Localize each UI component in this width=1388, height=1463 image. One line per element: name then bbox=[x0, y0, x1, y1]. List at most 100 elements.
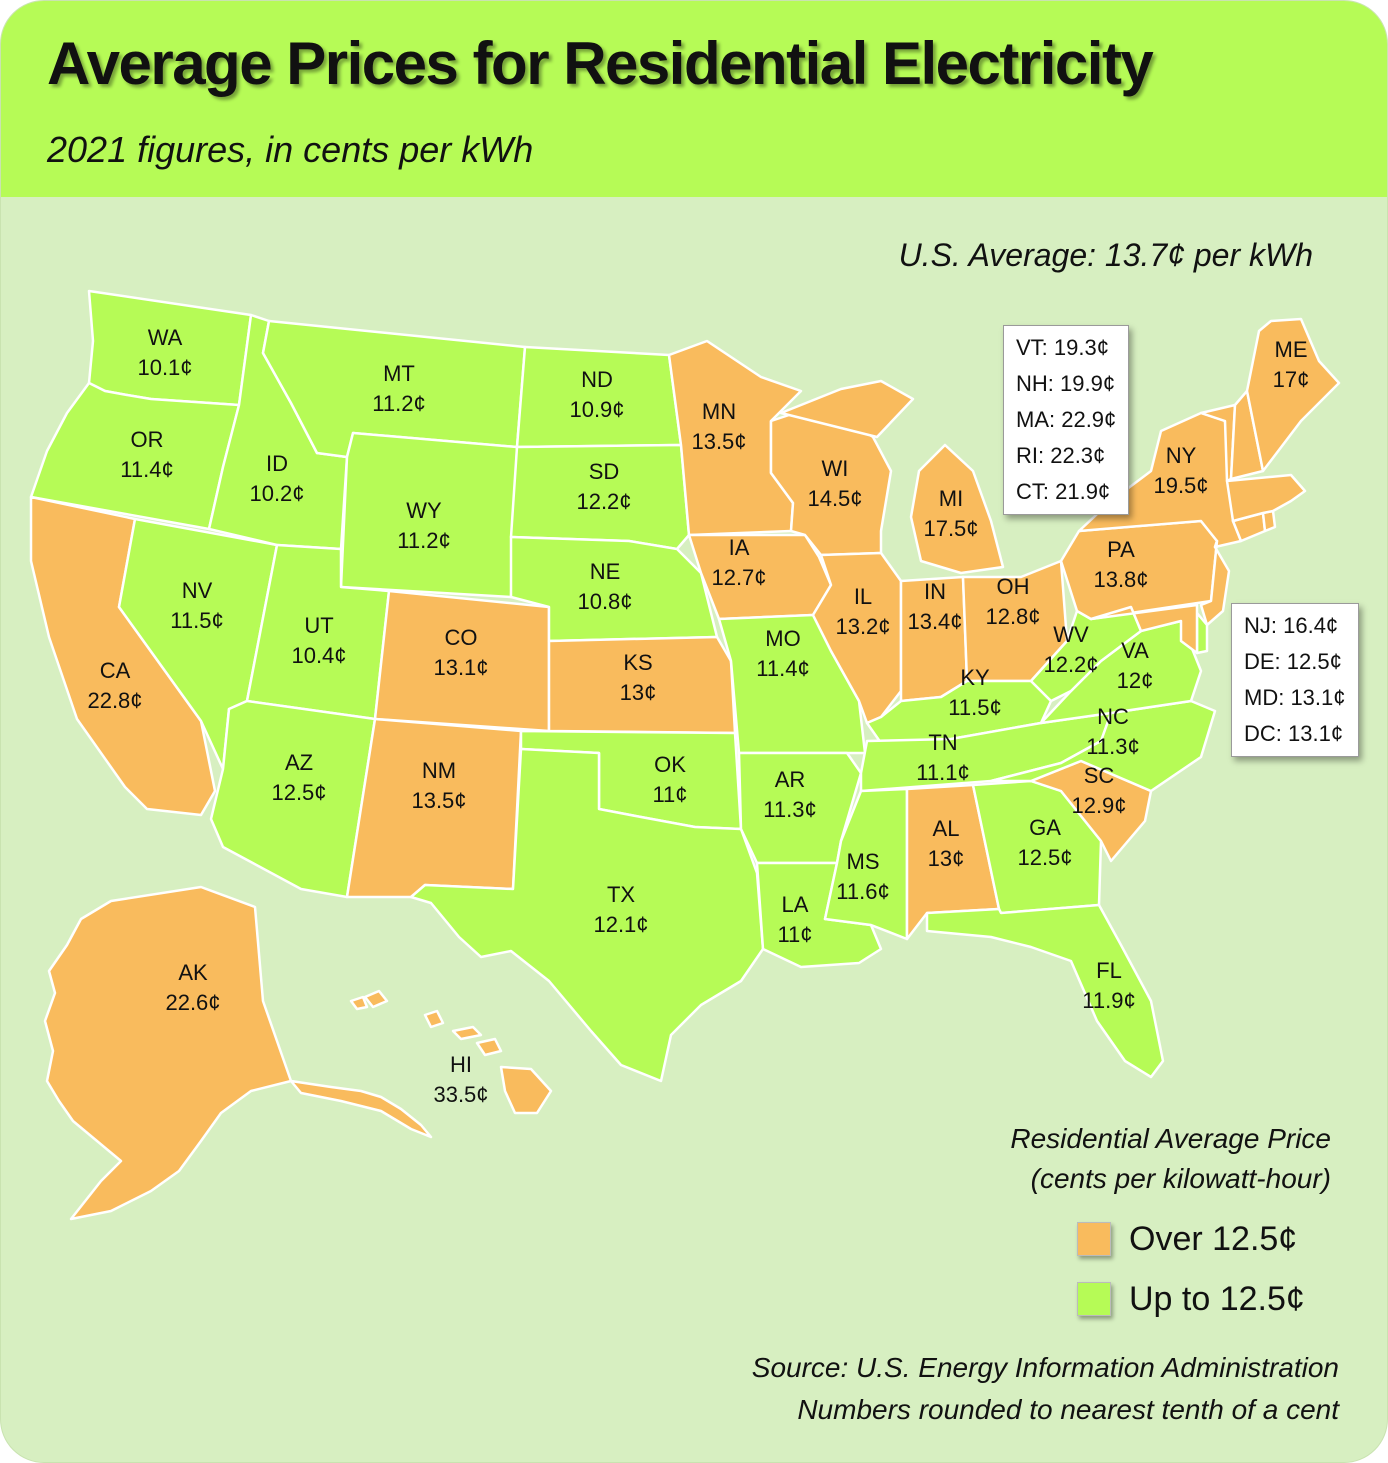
legend-title-line2: (cents per kilowatt-hour) bbox=[1030, 1163, 1331, 1194]
label-abbr-ut: UT bbox=[304, 613, 333, 638]
label-price-ut: 10.4¢ bbox=[291, 643, 346, 668]
label-price-ky: 11.5¢ bbox=[948, 695, 1001, 720]
label-abbr-wa: WA bbox=[148, 325, 183, 350]
label-abbr-tn: TN bbox=[928, 730, 957, 755]
label-abbr-hi: HI bbox=[450, 1052, 472, 1077]
label-abbr-in: IN bbox=[924, 579, 946, 604]
label-abbr-wy: WY bbox=[406, 498, 442, 523]
source-line1: Source: U.S. Energy Information Administ… bbox=[751, 1352, 1339, 1383]
label-price-mn: 13.5¢ bbox=[691, 429, 746, 454]
label-price-ak: 22.6¢ bbox=[165, 990, 220, 1015]
label-price-ks: 13¢ bbox=[620, 680, 657, 705]
legend-swatch-over bbox=[1077, 1222, 1111, 1256]
state-WY bbox=[339, 431, 519, 599]
label-price-ms: 11.6¢ bbox=[836, 879, 889, 904]
label-price-wa: 10.1¢ bbox=[137, 355, 192, 380]
label-abbr-fl: FL bbox=[1096, 958, 1122, 983]
legend-swatch-upto bbox=[1077, 1282, 1111, 1316]
label-abbr-ca: CA bbox=[100, 658, 131, 683]
label-price-fl: 11.9¢ bbox=[1082, 988, 1135, 1013]
label-abbr-ok: OK bbox=[654, 752, 686, 777]
label-price-id: 10.2¢ bbox=[249, 481, 304, 506]
legend-item-over: Over 12.5¢ bbox=[1077, 1219, 1297, 1259]
label-abbr-pa: PA bbox=[1107, 537, 1135, 562]
label-price-la: 11¢ bbox=[777, 922, 812, 947]
label-abbr-nd: ND bbox=[581, 367, 613, 392]
legend-item-upto: Up to 12.5¢ bbox=[1077, 1279, 1305, 1319]
state-NC bbox=[989, 699, 1217, 793]
page-title: Average Prices for Residential Electrici… bbox=[47, 30, 1154, 97]
label-price-il: 13.2¢ bbox=[835, 614, 890, 639]
state-FL bbox=[925, 903, 1165, 1079]
label-abbr-wi: WI bbox=[822, 456, 849, 481]
label-price-me: 17¢ bbox=[1273, 367, 1310, 392]
label-abbr-va: VA bbox=[1121, 638, 1149, 663]
label-price-or: 11.4¢ bbox=[120, 457, 173, 482]
label-price-mt: 11.2¢ bbox=[372, 391, 425, 416]
label-price-va: 12¢ bbox=[1117, 668, 1154, 693]
label-price-hi: 33.5¢ bbox=[433, 1082, 488, 1107]
source-line2: Numbers rounded to nearest tenth of a ce… bbox=[797, 1394, 1339, 1425]
label-abbr-ar: AR bbox=[775, 767, 806, 792]
label-abbr-ky: KY bbox=[960, 665, 990, 690]
label-price-wy: 11.2¢ bbox=[397, 528, 450, 553]
label-abbr-or: OR bbox=[131, 427, 164, 452]
callout-line-ct: CT: 21.9¢ bbox=[1016, 479, 1111, 504]
label-price-mo: 11.4¢ bbox=[756, 656, 809, 681]
label-abbr-nm: NM bbox=[422, 758, 456, 783]
legend-label-over: Over 12.5¢ bbox=[1129, 1219, 1298, 1258]
page-subtitle: 2021 figures, in cents per kWh bbox=[47, 129, 534, 170]
label-abbr-co: CO bbox=[445, 625, 478, 650]
label-abbr-ga: GA bbox=[1029, 815, 1061, 840]
label-price-ar: 11.3¢ bbox=[763, 797, 816, 822]
callout-line-vt: VT: 19.3¢ bbox=[1016, 335, 1109, 360]
state-NJ bbox=[1199, 539, 1231, 627]
label-abbr-mi: MI bbox=[939, 486, 963, 511]
callout-line-nh: NH: 19.9¢ bbox=[1016, 371, 1116, 396]
label-price-ok: 11¢ bbox=[652, 782, 687, 807]
label-abbr-ny: NY bbox=[1166, 443, 1197, 468]
callout-line-dc: DC: 13.1¢ bbox=[1244, 721, 1344, 746]
label-abbr-id: ID bbox=[266, 451, 288, 476]
label-price-ga: 12.5¢ bbox=[1017, 845, 1072, 870]
state-ME bbox=[1245, 317, 1341, 473]
callout-line-ma: MA: 22.9¢ bbox=[1016, 407, 1117, 432]
callout-line-de: DE: 12.5¢ bbox=[1244, 649, 1342, 674]
label-abbr-al: AL bbox=[933, 816, 960, 841]
label-abbr-sd: SD bbox=[589, 459, 620, 484]
label-price-co: 13.1¢ bbox=[433, 655, 488, 680]
label-abbr-il: IL bbox=[854, 584, 872, 609]
label-price-mi: 17.5¢ bbox=[923, 516, 978, 541]
label-abbr-mt: MT bbox=[383, 361, 415, 386]
label-abbr-az: AZ bbox=[285, 750, 313, 775]
label-price-sc: 12.9¢ bbox=[1071, 793, 1126, 818]
callout-northeast: VT: 19.3¢ NH: 19.9¢ MA: 22.9¢ RI: 22.3¢ … bbox=[1003, 325, 1130, 515]
label-abbr-la: LA bbox=[782, 892, 809, 917]
label-abbr-ak: AK bbox=[178, 960, 208, 985]
label-price-wi: 14.5¢ bbox=[807, 486, 862, 511]
header-band: Average Prices for Residential Electrici… bbox=[1, 1, 1387, 197]
label-abbr-ks: KS bbox=[623, 650, 652, 675]
state-MA bbox=[1225, 473, 1307, 523]
legend-title: Residential Average Price (cents per kil… bbox=[1010, 1119, 1331, 1199]
label-abbr-oh: OH bbox=[997, 574, 1030, 599]
legend-title-line1: Residential Average Price bbox=[1010, 1123, 1331, 1154]
label-price-tn: 11.1¢ bbox=[916, 760, 969, 785]
callout-midatlantic: NJ: 16.4¢ DE: 12.5¢ MD: 13.1¢ DC: 13.1¢ bbox=[1231, 603, 1359, 757]
state-VT bbox=[1199, 403, 1237, 483]
state-HI bbox=[349, 989, 553, 1115]
label-abbr-nc: NC bbox=[1097, 704, 1129, 729]
label-abbr-nv: NV bbox=[182, 578, 213, 603]
label-abbr-tx: TX bbox=[607, 882, 635, 907]
label-abbr-me: ME bbox=[1275, 337, 1308, 362]
label-price-pa: 13.8¢ bbox=[1093, 567, 1148, 592]
label-price-az: 12.5¢ bbox=[271, 780, 326, 805]
label-abbr-wv: WV bbox=[1053, 622, 1089, 647]
callout-line-md: MD: 13.1¢ bbox=[1244, 685, 1346, 710]
us-average: U.S. Average: 13.7¢ per kWh bbox=[898, 237, 1313, 273]
label-price-sd: 12.2¢ bbox=[576, 489, 631, 514]
label-abbr-mn: MN bbox=[702, 399, 736, 424]
label-price-ca: 22.8¢ bbox=[87, 688, 142, 713]
